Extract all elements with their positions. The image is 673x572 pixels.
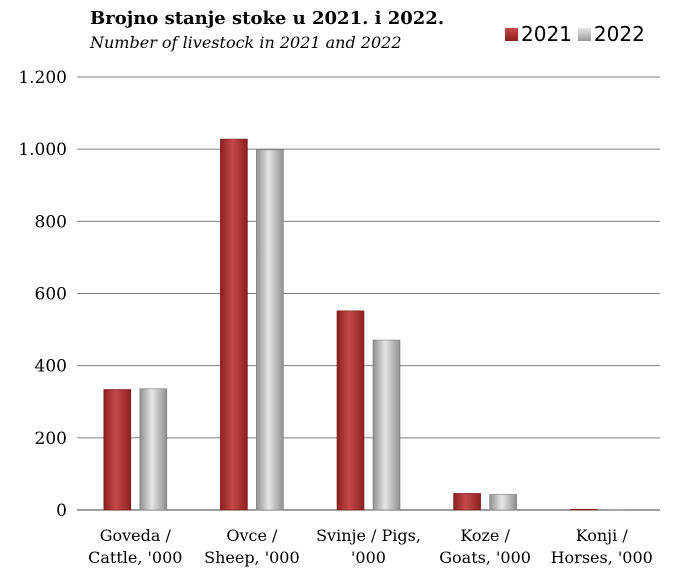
bar-2021-1: [220, 138, 248, 511]
y-tick-label: 0: [56, 501, 67, 521]
legend-swatch-2021: [505, 27, 518, 41]
chart-subtitle: Number of livestock in 2021 and 2022: [90, 33, 402, 52]
x-tick-label: Koze /: [460, 526, 510, 545]
bar-2022-1: [256, 149, 284, 511]
bar-2021-2: [336, 310, 365, 511]
legend-item-2022: 2022: [577, 22, 645, 46]
legend-item-2021: 2021: [505, 22, 572, 46]
y-tick-label: 600: [35, 285, 67, 305]
bar-2022-3: [489, 494, 517, 511]
bar-2021-4: [569, 508, 598, 511]
legend: 2021 2022: [505, 22, 651, 46]
y-tick-label: 400: [35, 357, 67, 377]
bar-2022-4: [605, 509, 634, 511]
legend-label-2022: 2022: [593, 22, 645, 46]
bar-2021-3: [453, 493, 481, 511]
y-tick-label: 1.200: [18, 68, 67, 88]
y-tick-label: 200: [35, 429, 67, 449]
y-tick-label: 1.000: [18, 140, 67, 160]
bar-2022-2: [372, 339, 401, 511]
x-tick-label: Horses, '000: [551, 548, 653, 567]
legend-swatch-2022: [577, 27, 591, 41]
x-tick-label: Goats, '000: [439, 548, 531, 567]
x-tick-label: '000: [351, 548, 386, 567]
chart-title: Brojno stanje stoke u 2021. i 2022.: [90, 8, 445, 29]
y-tick-label: 800: [35, 212, 67, 232]
x-tick-label: Svinje / Pigs,: [316, 526, 421, 545]
x-tick-label: Sheep, '000: [204, 548, 300, 567]
x-tick-label: Konji /: [576, 526, 629, 545]
bar-2021-0: [103, 389, 132, 511]
legend-label-2021: 2021: [521, 22, 572, 46]
x-tick-label: Goveda /: [100, 526, 172, 545]
bar-2022-0: [139, 388, 168, 511]
x-tick-label: Ovce /: [226, 526, 278, 545]
x-tick-label: Cattle, '000: [88, 548, 182, 567]
